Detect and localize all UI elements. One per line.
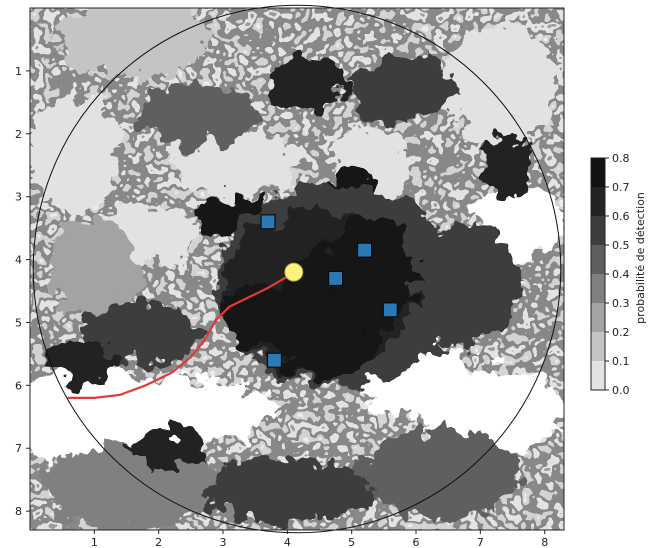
y-tick-label: 5	[15, 316, 22, 329]
x-tick-label: 1	[91, 536, 98, 548]
y-tick-label: 3	[15, 191, 22, 204]
y-tick-label: 6	[15, 379, 22, 392]
x-tick-label: 6	[413, 536, 420, 548]
x-tick-label: 7	[477, 536, 484, 548]
heatmap-region	[132, 429, 211, 468]
heatmap-region	[139, 83, 256, 147]
heatmap-region	[49, 221, 140, 323]
y-axis: 1 2 3 4 5 6 7 8	[15, 65, 30, 518]
heatmap-region	[81, 379, 275, 442]
colorbar-segment	[591, 158, 605, 187]
colorbar-tick-label: 0.0	[612, 384, 630, 397]
heatmap-region	[441, 20, 558, 147]
colorbar-tick-label: 0.1	[612, 355, 630, 368]
trajectory-line	[67, 272, 295, 399]
colorbar-segment	[591, 187, 605, 216]
x-tick-label: 3	[220, 536, 227, 548]
x-axis: 1 2 3 4 5 6 7 8	[91, 530, 548, 548]
y-tick-label: 1	[15, 65, 22, 78]
y-tick-label: 2	[15, 128, 22, 141]
sensor-marker	[356, 242, 373, 258]
heatmap-region	[268, 58, 346, 109]
colorbar-segment	[591, 245, 605, 274]
heatmap-region	[480, 133, 532, 197]
target-marker	[284, 262, 304, 282]
heatmap-region	[345, 58, 462, 122]
y-tick-label: 8	[15, 505, 22, 518]
y-tick-label: 4	[15, 254, 22, 267]
sensor-marker	[266, 352, 283, 368]
colorbar-label: probabilité de détection	[634, 192, 647, 324]
colorbar-segment	[591, 274, 605, 303]
colorbar-segment	[591, 361, 605, 390]
y-tick-label: 7	[15, 442, 22, 455]
x-tick-label: 8	[541, 536, 548, 548]
colorbar: 0.0 0.1 0.2 0.3 0.4 0.5 0.6 0.7 0.8	[590, 152, 630, 397]
heatmap-region	[55, 8, 211, 78]
sensor-markers	[260, 214, 398, 368]
probability-heatmap	[30, 8, 564, 530]
colorbar-segment	[591, 332, 605, 361]
colorbar-tick-label: 0.7	[612, 181, 630, 194]
heatmap-region	[325, 215, 417, 329]
sensor-marker	[260, 214, 276, 230]
heatmap-region	[30, 96, 121, 210]
colorbar-tick-label: 0.8	[612, 152, 630, 165]
colorbar-tick-label: 0.5	[612, 239, 630, 252]
colorbar-tick-label: 0.6	[612, 210, 630, 223]
x-tick-label: 4	[284, 536, 291, 548]
colorbar-tick-label: 0.4	[612, 268, 630, 281]
sensor-marker	[328, 270, 344, 287]
colorbar-tick-label: 0.2	[612, 326, 630, 339]
plot-frame	[29, 7, 565, 531]
heatmap-region	[49, 335, 114, 386]
colorbar-tick-label: 0.3	[612, 297, 630, 310]
colorbar-segment	[591, 303, 605, 332]
heatmap-region	[358, 429, 526, 518]
heatmap-region	[203, 460, 371, 524]
sensor-marker	[382, 302, 398, 318]
x-tick-label: 2	[155, 536, 162, 548]
boundary-circle	[32, 4, 562, 534]
heatmap-region	[223, 284, 288, 348]
colorbar-segment	[591, 216, 605, 245]
heatmap-region	[171, 133, 301, 197]
x-tick-label: 5	[348, 536, 355, 548]
